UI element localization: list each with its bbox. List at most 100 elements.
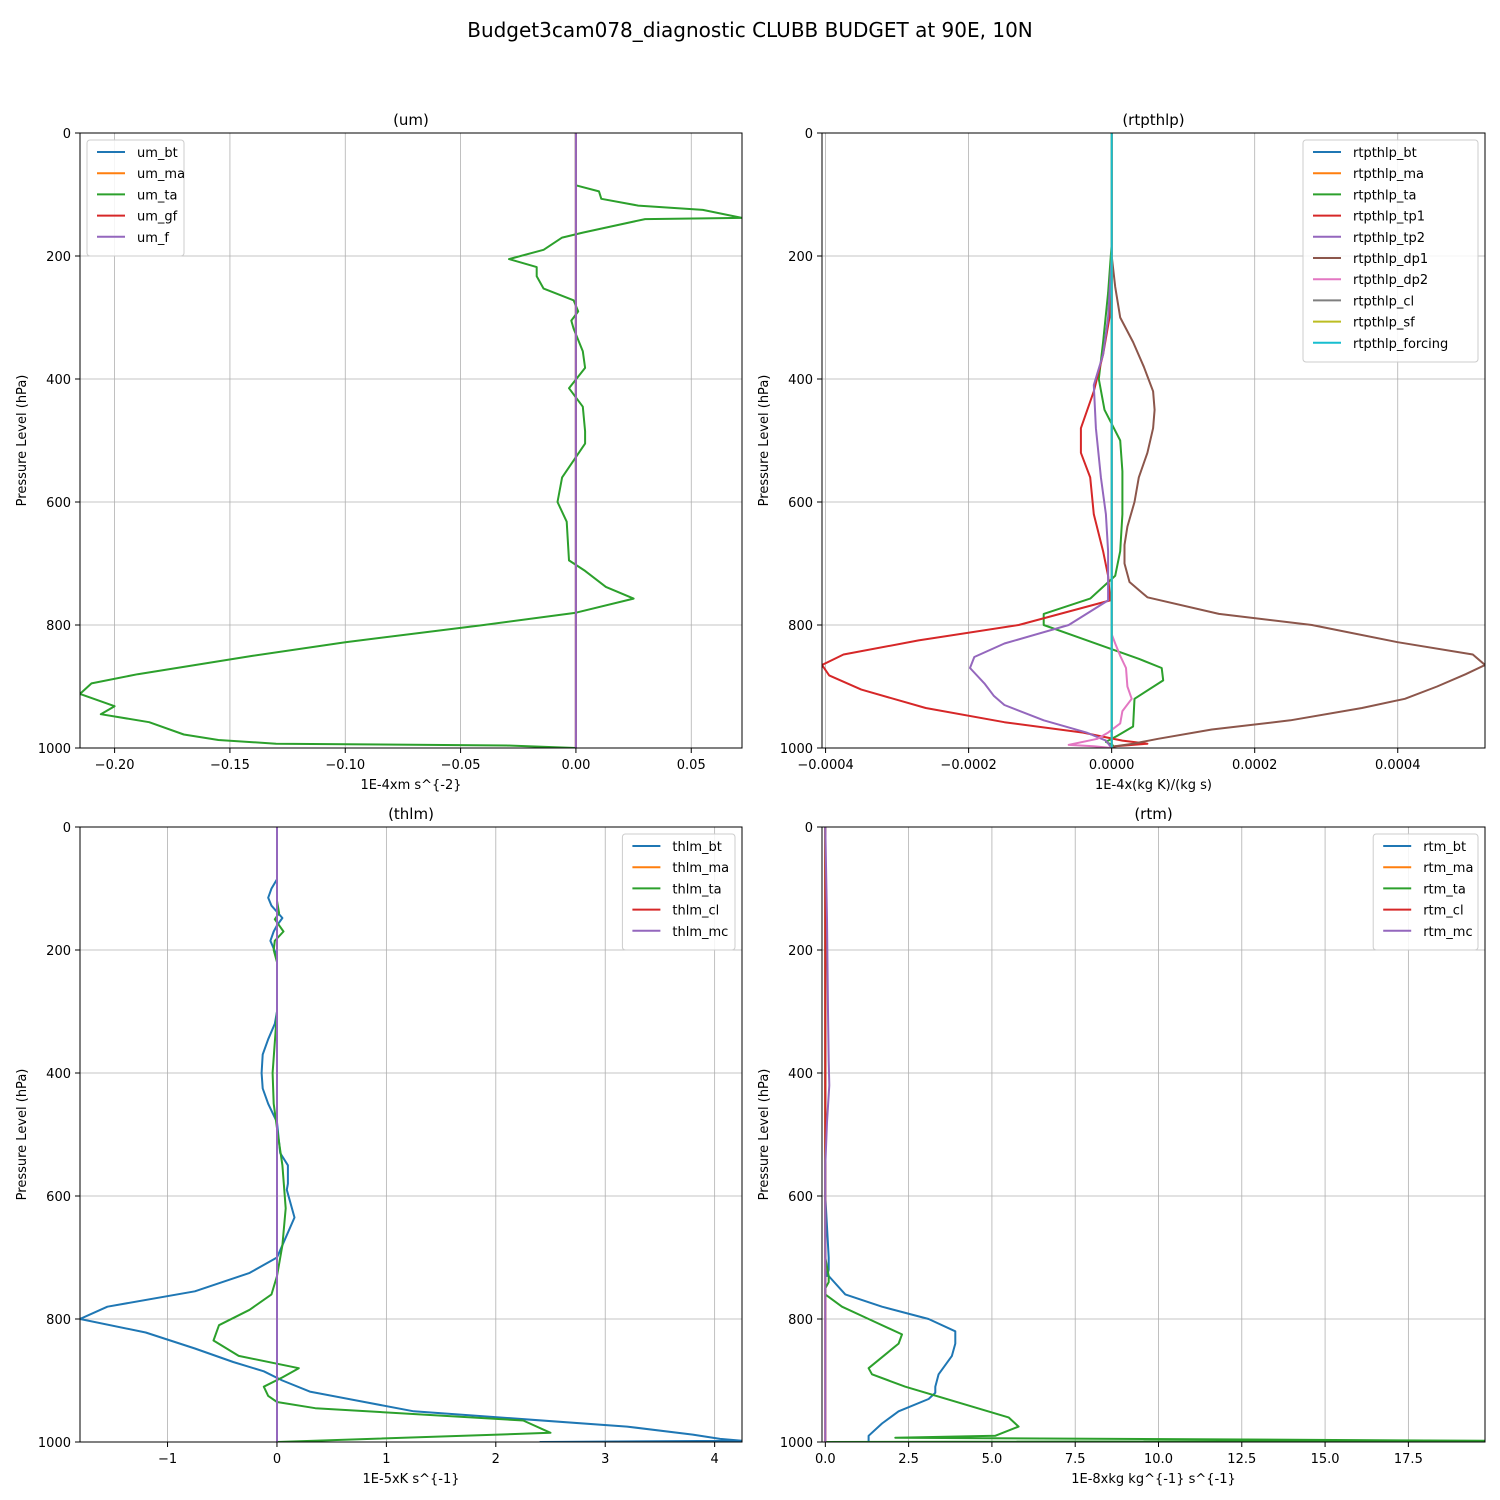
legend-label: rtpthlp_tp2 (1353, 231, 1425, 246)
legend-label: rtpthlp_bt (1353, 146, 1417, 161)
x-tick-label: 0 (273, 1452, 281, 1467)
legend-label: thlm_bt (672, 840, 721, 855)
y-axis-label: Pressure Level (hPa) (15, 1069, 30, 1201)
legend: thlm_bt thlm_ma thlm_ta thlm_cl thlm_mc (621, 833, 736, 951)
legend-label: rtpthlp_tp1 (1353, 210, 1425, 225)
x-tick-label: 10.0 (1144, 1452, 1173, 1467)
axes-title: (rtpthlp) (1122, 111, 1184, 129)
axes-title: (thlm) (388, 805, 434, 823)
series-line-um_ta (80, 133, 742, 748)
y-tick-label: 200 (788, 944, 813, 959)
y-tick-label: 0 (805, 821, 813, 836)
series-group (80, 133, 742, 748)
y-tick-label: 1000 (38, 1436, 71, 1451)
x-tick-label: 3 (601, 1452, 609, 1467)
legend-label: rtpthlp_sf (1353, 316, 1415, 331)
x-tick-label: 12.5 (1227, 1452, 1256, 1467)
legend-label: rtpthlp_dp2 (1353, 273, 1428, 288)
x-tick-label: 2 (492, 1452, 500, 1467)
legend-label: um_f (137, 231, 169, 246)
figure-title: Budget3cam078_diagnostic CLUBB BUDGET at… (467, 18, 1033, 42)
y-tick-label: 400 (46, 373, 71, 388)
legend-box (1372, 833, 1479, 951)
legend-label: thlm_cl (672, 904, 719, 919)
y-tick-label: 600 (788, 1190, 813, 1205)
y-tick-label: 400 (788, 373, 813, 388)
axes-frame (79, 826, 743, 1443)
legend-label: rtpthlp_dp1 (1353, 252, 1428, 267)
legend-label: rtpthlp_ta (1353, 188, 1416, 203)
x-axis-label: 1E-4x(kg K)/(kg s) (1095, 778, 1212, 793)
series-line-rtm_mc (824, 827, 831, 1442)
x-tick-label: 0.0000 (1089, 758, 1135, 773)
axes-title: (um) (393, 111, 429, 129)
y-tick-label: 0 (63, 127, 71, 142)
series-line-rtpthlp_dp2 (1067, 133, 1133, 748)
x-tick-label: 1 (382, 1452, 390, 1467)
y-tick-label: 0 (63, 821, 71, 836)
series-line-rtm_ta (824, 827, 1485, 1442)
x-tick-label: 15.0 (1311, 1452, 1340, 1467)
y-tick-label: 800 (788, 1313, 813, 1328)
axes-frame (821, 826, 1486, 1443)
legend-label: um_ta (137, 188, 177, 203)
y-tick-label: 600 (46, 1190, 71, 1205)
x-tick-label: 0.00 (561, 758, 590, 773)
x-tick-label: 0.05 (677, 758, 706, 773)
series-line-rtm_bt (824, 827, 957, 1442)
y-tick-label: 600 (788, 496, 813, 511)
legend-label: thlm_ta (672, 882, 721, 897)
y-axis-label: Pressure Level (hPa) (15, 375, 30, 507)
axes-title: (rtm) (1134, 805, 1172, 823)
y-tick-label: 400 (788, 1067, 813, 1082)
y-tick-label: 0 (805, 127, 813, 142)
y-tick-label: 1000 (780, 742, 813, 757)
legend-box (86, 139, 185, 257)
series-line-rtpthlp_dp1 (1110, 133, 1485, 748)
legend-label: rtm_mc (1423, 925, 1472, 940)
axes-frame (821, 132, 1486, 749)
x-tick-label: 5.0 (982, 1452, 1003, 1467)
y-tick-label: 800 (46, 1313, 71, 1328)
legend-box (1302, 139, 1479, 363)
legend-label: thlm_mc (672, 925, 728, 940)
y-tick-label: 800 (46, 619, 71, 634)
legend: rtpthlp_bt rtpthlp_ma rtpthlp_ta rtpthlp_tp… (1302, 139, 1479, 363)
legend-label: rtpthlp_forcing (1353, 337, 1448, 352)
y-axis-label: Pressure Level (hPa) (757, 1069, 772, 1201)
series-line-thlm_ta (212, 827, 552, 1442)
legend-label: rtpthlp_cl (1353, 294, 1414, 309)
legend-label: um_bt (137, 146, 178, 161)
x-axis-label: 1E-4xm s^{-2} (360, 778, 461, 793)
axes-1: −0.0004 −0.0002 0.0000 0.0002 0.0004 0 200 400 6… (757, 111, 1486, 793)
x-tick-label: 7.5 (1065, 1452, 1086, 1467)
axes-0: −0.20 −0.15 −0.10 −0.05 0.00 0.05 0 200 400 600 80… (15, 111, 743, 793)
legend-label: rtm_bt (1423, 840, 1466, 855)
y-tick-label: 200 (46, 944, 71, 959)
y-axis-label: Pressure Level (hPa) (757, 375, 772, 507)
series-group (80, 827, 742, 1442)
y-tick-label: 200 (788, 250, 813, 265)
legend-box (621, 833, 736, 951)
x-tick-label: −0.20 (95, 758, 135, 773)
x-tick-label: 4 (711, 1452, 719, 1467)
legend-label: rtm_cl (1423, 904, 1463, 919)
x-axis-label: 1E-8xkg kg^{-1} s^{-1} (1071, 1472, 1236, 1487)
y-tick-label: 1000 (38, 742, 71, 757)
legend: rtm_bt rtm_ma rtm_ta rtm_cl rtm_mc (1372, 833, 1479, 951)
x-tick-label: 0.0002 (1232, 758, 1278, 773)
x-tick-label: 17.5 (1394, 1452, 1423, 1467)
series-line-rtpthlp_tp2 (969, 133, 1113, 748)
series-group (822, 133, 1485, 748)
x-tick-label: 0.0 (815, 1452, 836, 1467)
y-tick-label: 200 (46, 250, 71, 265)
x-tick-label: 0.0004 (1375, 758, 1421, 773)
x-tick-label: −0.0002 (940, 758, 996, 773)
x-tick-label: −0.05 (441, 758, 481, 773)
x-axis-label: 1E-5xK s^{-1} (363, 1472, 460, 1487)
axes-root: −0.20 −0.15 −0.10 −0.05 0.00 0.05020040060080… (15, 111, 1486, 1487)
legend-label: rtm_ma (1423, 861, 1473, 876)
x-tick-label: −0.15 (210, 758, 250, 773)
